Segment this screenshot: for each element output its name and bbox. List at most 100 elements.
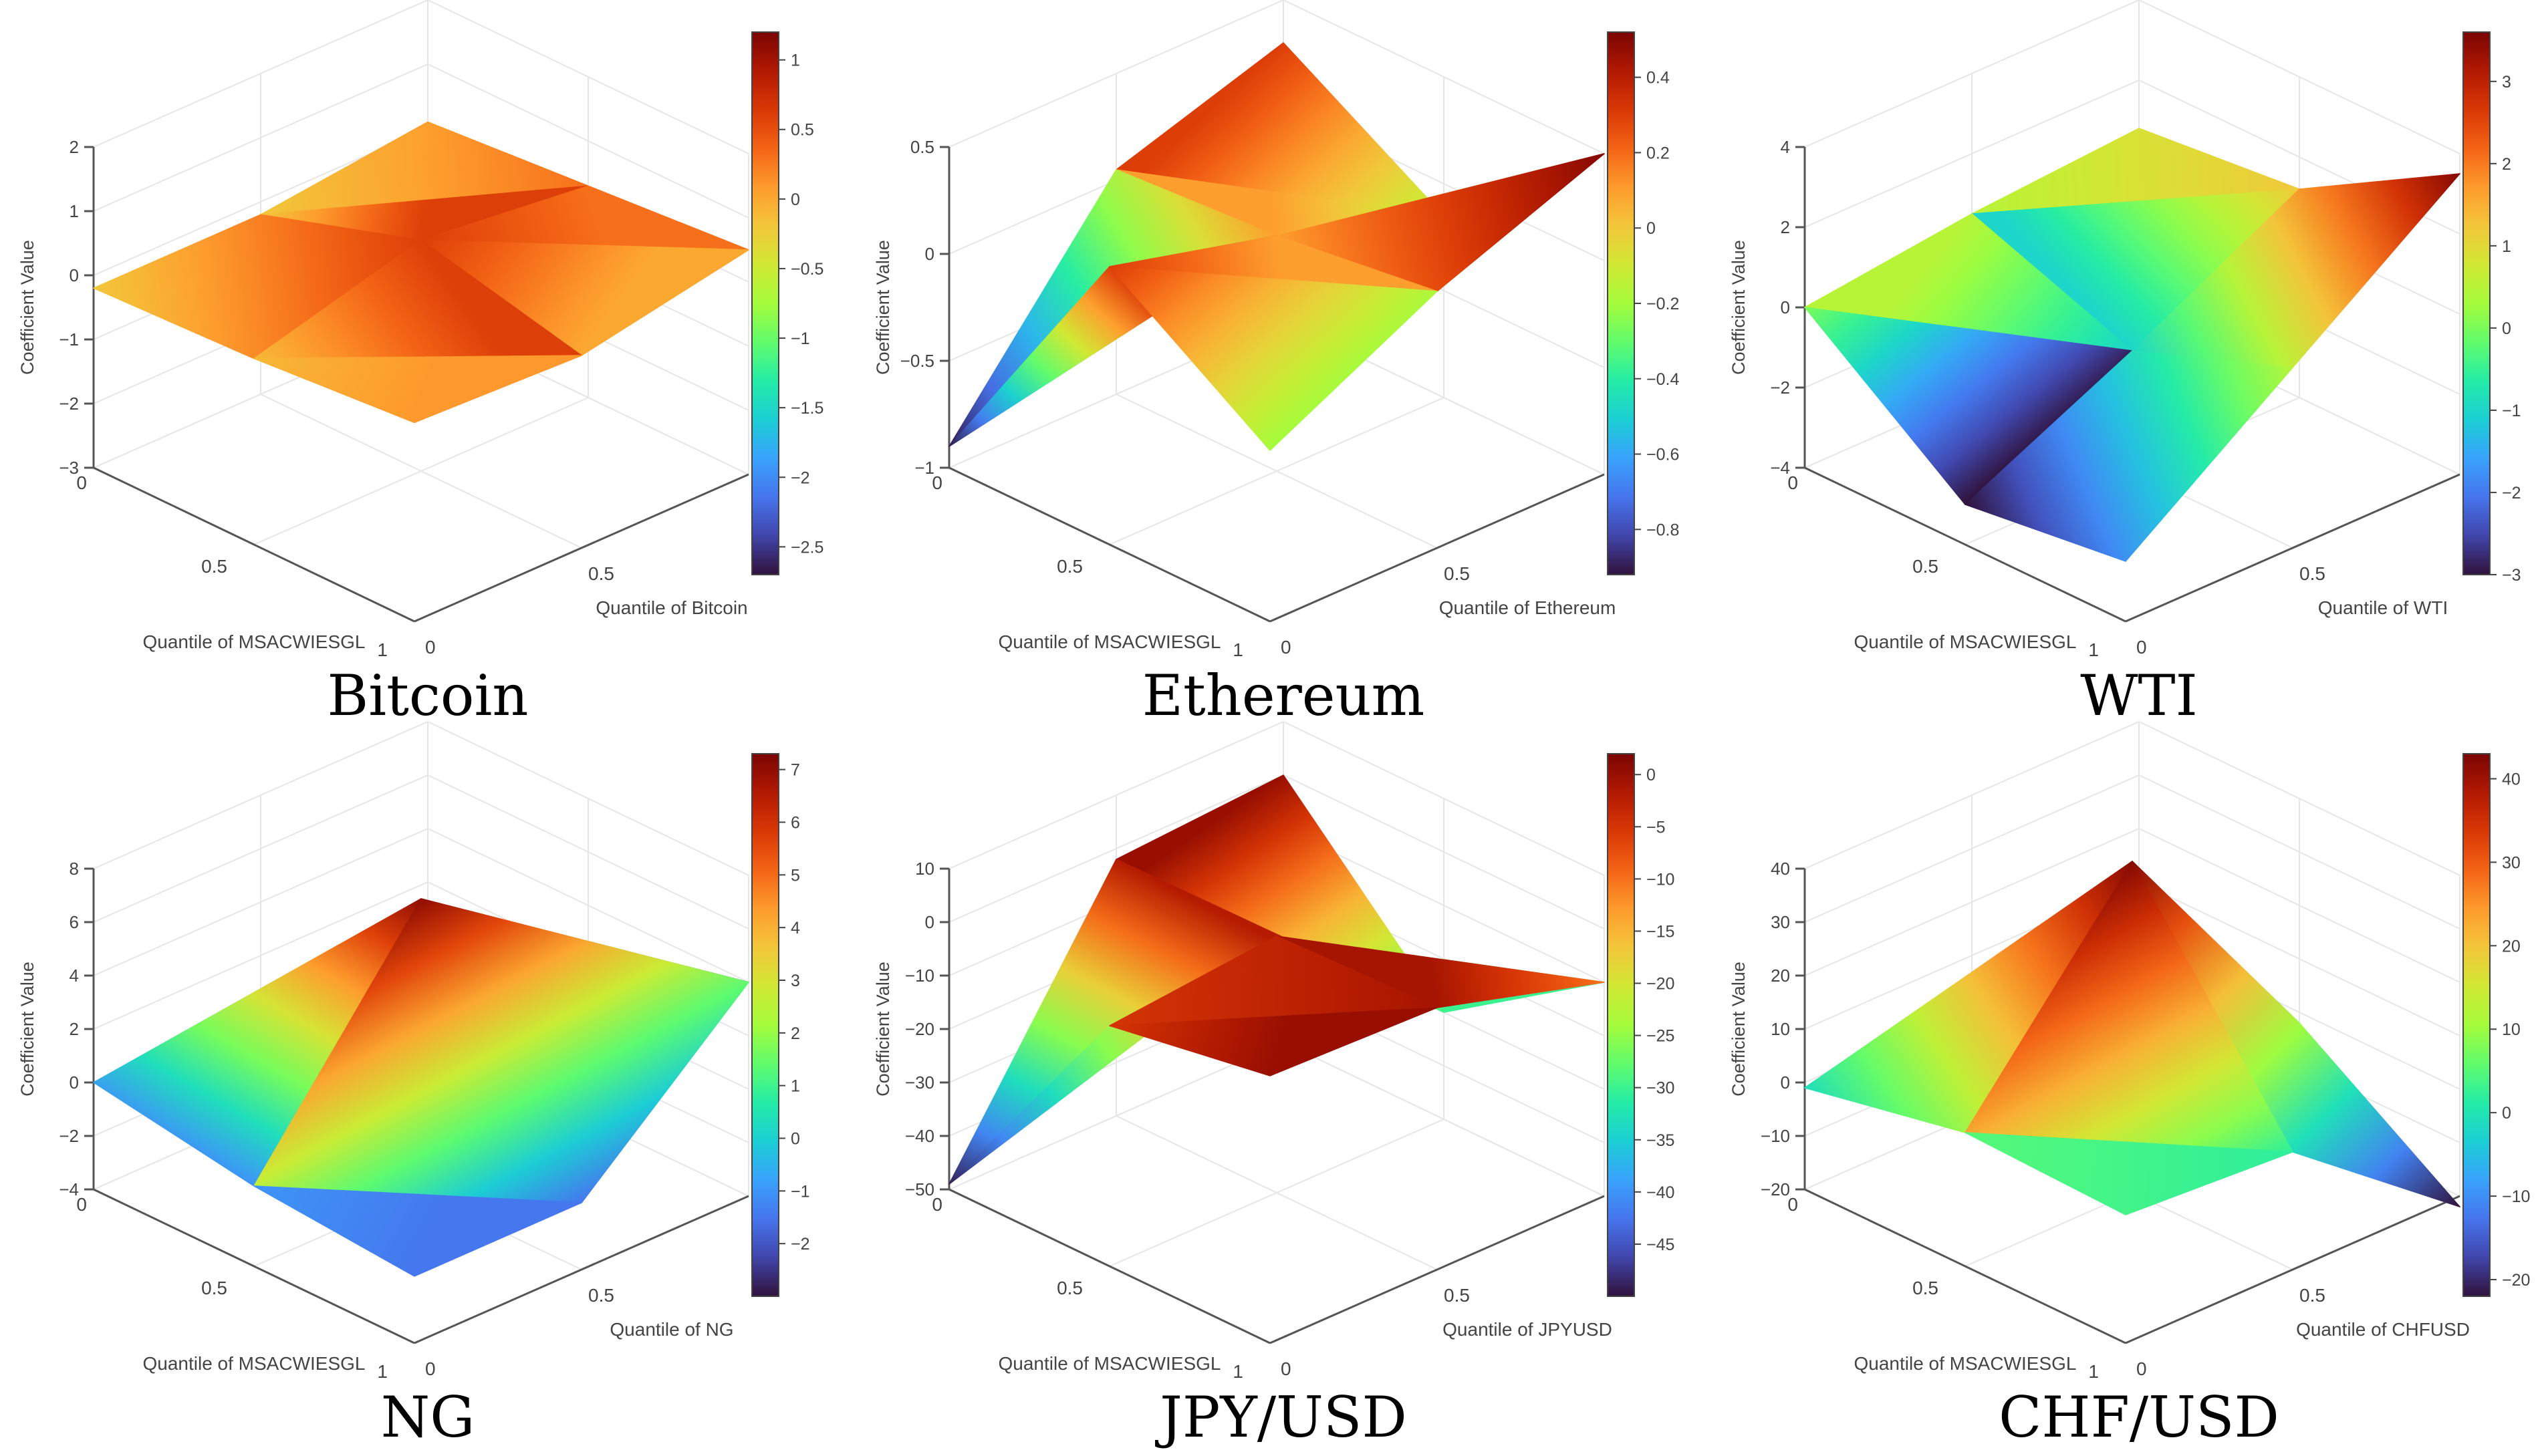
y-tick-label: 0.5 [588,563,614,584]
colorbar-tick-label: 1 [791,1077,800,1096]
y-axis-title: Quantile of CHFUSD [2296,1319,2470,1340]
x-axis-line [1804,1188,2126,1344]
z-tick-label: 0 [1781,1072,1790,1093]
z-tick-label: −2 [59,1126,79,1146]
y-axis-line [1269,1195,1605,1344]
x-tick-label: 0 [1787,472,1798,493]
y-axis-title: Quantile of WTI [2318,597,2448,618]
y-tick-label: 0 [425,1358,436,1379]
surface-facet [1109,266,1438,451]
colorbar: 7 6 5 4 3 2 1 0 −1 −2 [751,753,810,1297]
colorbar-tick-label: −0.4 [1646,370,1679,389]
y-tick-label: 0.5 [2299,1285,2325,1306]
z-tick-label: −2 [59,394,79,414]
y-tick-label: 0.5 [588,1285,614,1306]
colorbar-tick-label: 0.5 [791,121,814,140]
x-axis-title: Quantile of MSACWIESGL [998,631,1221,652]
colorbar-tick-label: −10 [1646,870,1674,889]
colorbar-tick-label: 0.4 [1646,69,1670,88]
x-axis-title: Quantile of MSACWIESGL [998,1353,1221,1374]
panel-caption: NG [381,1385,475,1450]
x-tick-label: 0.5 [1057,556,1083,577]
z-tick-label: 1 [70,201,79,221]
y-axis-line [2125,1195,2460,1344]
colorbar-tick-label: 1 [791,51,800,70]
y-tick-label: 0 [2136,637,2147,658]
colorbar-tick-label: −1 [791,329,810,348]
panel-caption: Bitcoin [328,663,529,728]
axes [92,147,749,623]
surface-facet [1964,367,2293,562]
y-tick-label: 0.5 [1444,1285,1470,1306]
colorbar-fill [751,31,779,575]
colorbar: 0.4 0.2 0 −0.2 −0.4 −0.6 −0.8 [1607,31,1679,575]
x-tick-label: 0 [76,472,87,493]
z-tick-label: 0 [925,912,934,932]
colorbar-tick-label: −25 [1646,1027,1674,1046]
z-tick-label: −20 [905,1019,934,1039]
colorbar-tick-label: −15 [1646,922,1674,941]
colorbar: 0 −5 −10 −15 −20 −25 −30 −35 −40 −45 [1607,753,1674,1297]
z-tick-label: 0 [70,1072,79,1093]
z-tick-label: −0.5 [900,351,934,371]
z-tick-label: 4 [70,966,79,986]
z-tick-label: −4 [1770,458,1790,478]
x-tick-label: 0 [1787,1194,1798,1215]
colorbar: 1 0.5 0 −0.5 −1 −1.5 −2 −2.5 [751,31,823,575]
x-tick-label: 1 [1233,639,1243,660]
y-tick-label: 0 [425,637,436,658]
gridline [260,394,582,549]
surface [948,774,1605,1185]
x-axis-title: Quantile of MSACWIESGL [1854,1353,2076,1374]
colorbar-tick-label: 2 [2502,155,2511,174]
colorbar-tick-label: −0.5 [791,260,823,279]
z-tick-label: 20 [1771,966,1790,986]
z-tick-label: −1 [914,458,934,478]
gridline [1116,1115,1438,1270]
z-tick-label: 8 [70,859,79,879]
colorbar-tick-label: −1 [791,1182,810,1201]
colorbar-tick-label: −20 [1646,975,1674,994]
z-tick-label: −30 [905,1072,934,1093]
z-tick-label: −50 [905,1179,934,1199]
colorbar-tick-label: 7 [791,761,800,780]
x-tick-label: 0 [932,472,942,493]
colorbar-tick-label: 30 [2502,853,2521,872]
surface [1804,861,2460,1215]
colorbar-tick-label: 0 [791,1129,800,1148]
x-axis-line [1804,466,2126,623]
y-tick-label: 0 [2136,1358,2147,1379]
y-tick-label: 0.5 [2299,563,2325,584]
colorbar-fill [751,753,779,1297]
surface-facet [253,355,582,424]
z-tick-label: 4 [1781,137,1790,157]
surface-facet [1964,1132,2293,1215]
surface [93,898,749,1277]
colorbar-tick-label: 6 [791,813,800,832]
colorbar-tick-label: −2 [791,1235,810,1254]
colorbar-tick-label: 3 [791,972,800,990]
colorbar-tick-label: −2 [791,468,810,487]
colorbar-tick-label: 40 [2502,770,2521,788]
z-axis-title: Coefficient Value [17,240,37,375]
x-tick-label: 1 [1233,1361,1243,1382]
x-axis-title: Quantile of MSACWIESGL [1854,631,2076,652]
colorbar-fill [2462,31,2491,575]
colorbar-tick-label: 10 [2502,1020,2521,1039]
z-tick-label: 30 [1771,912,1790,932]
z-axis-title: Coefficient Value [873,962,893,1097]
colorbar-tick-label: −40 [1646,1183,1674,1202]
z-tick-label: −1 [59,329,79,349]
z-tick-label: 6 [70,912,79,932]
x-axis-line [948,466,1271,623]
colorbar-tick-label: 20 [2502,937,2521,956]
gridline [1283,1042,1605,1197]
colorbar-tick-label: 0 [2502,319,2511,338]
z-axis-title: Coefficient Value [1729,962,1749,1097]
colorbar-tick-label: 5 [791,866,800,885]
z-tick-label: 0 [925,244,934,264]
